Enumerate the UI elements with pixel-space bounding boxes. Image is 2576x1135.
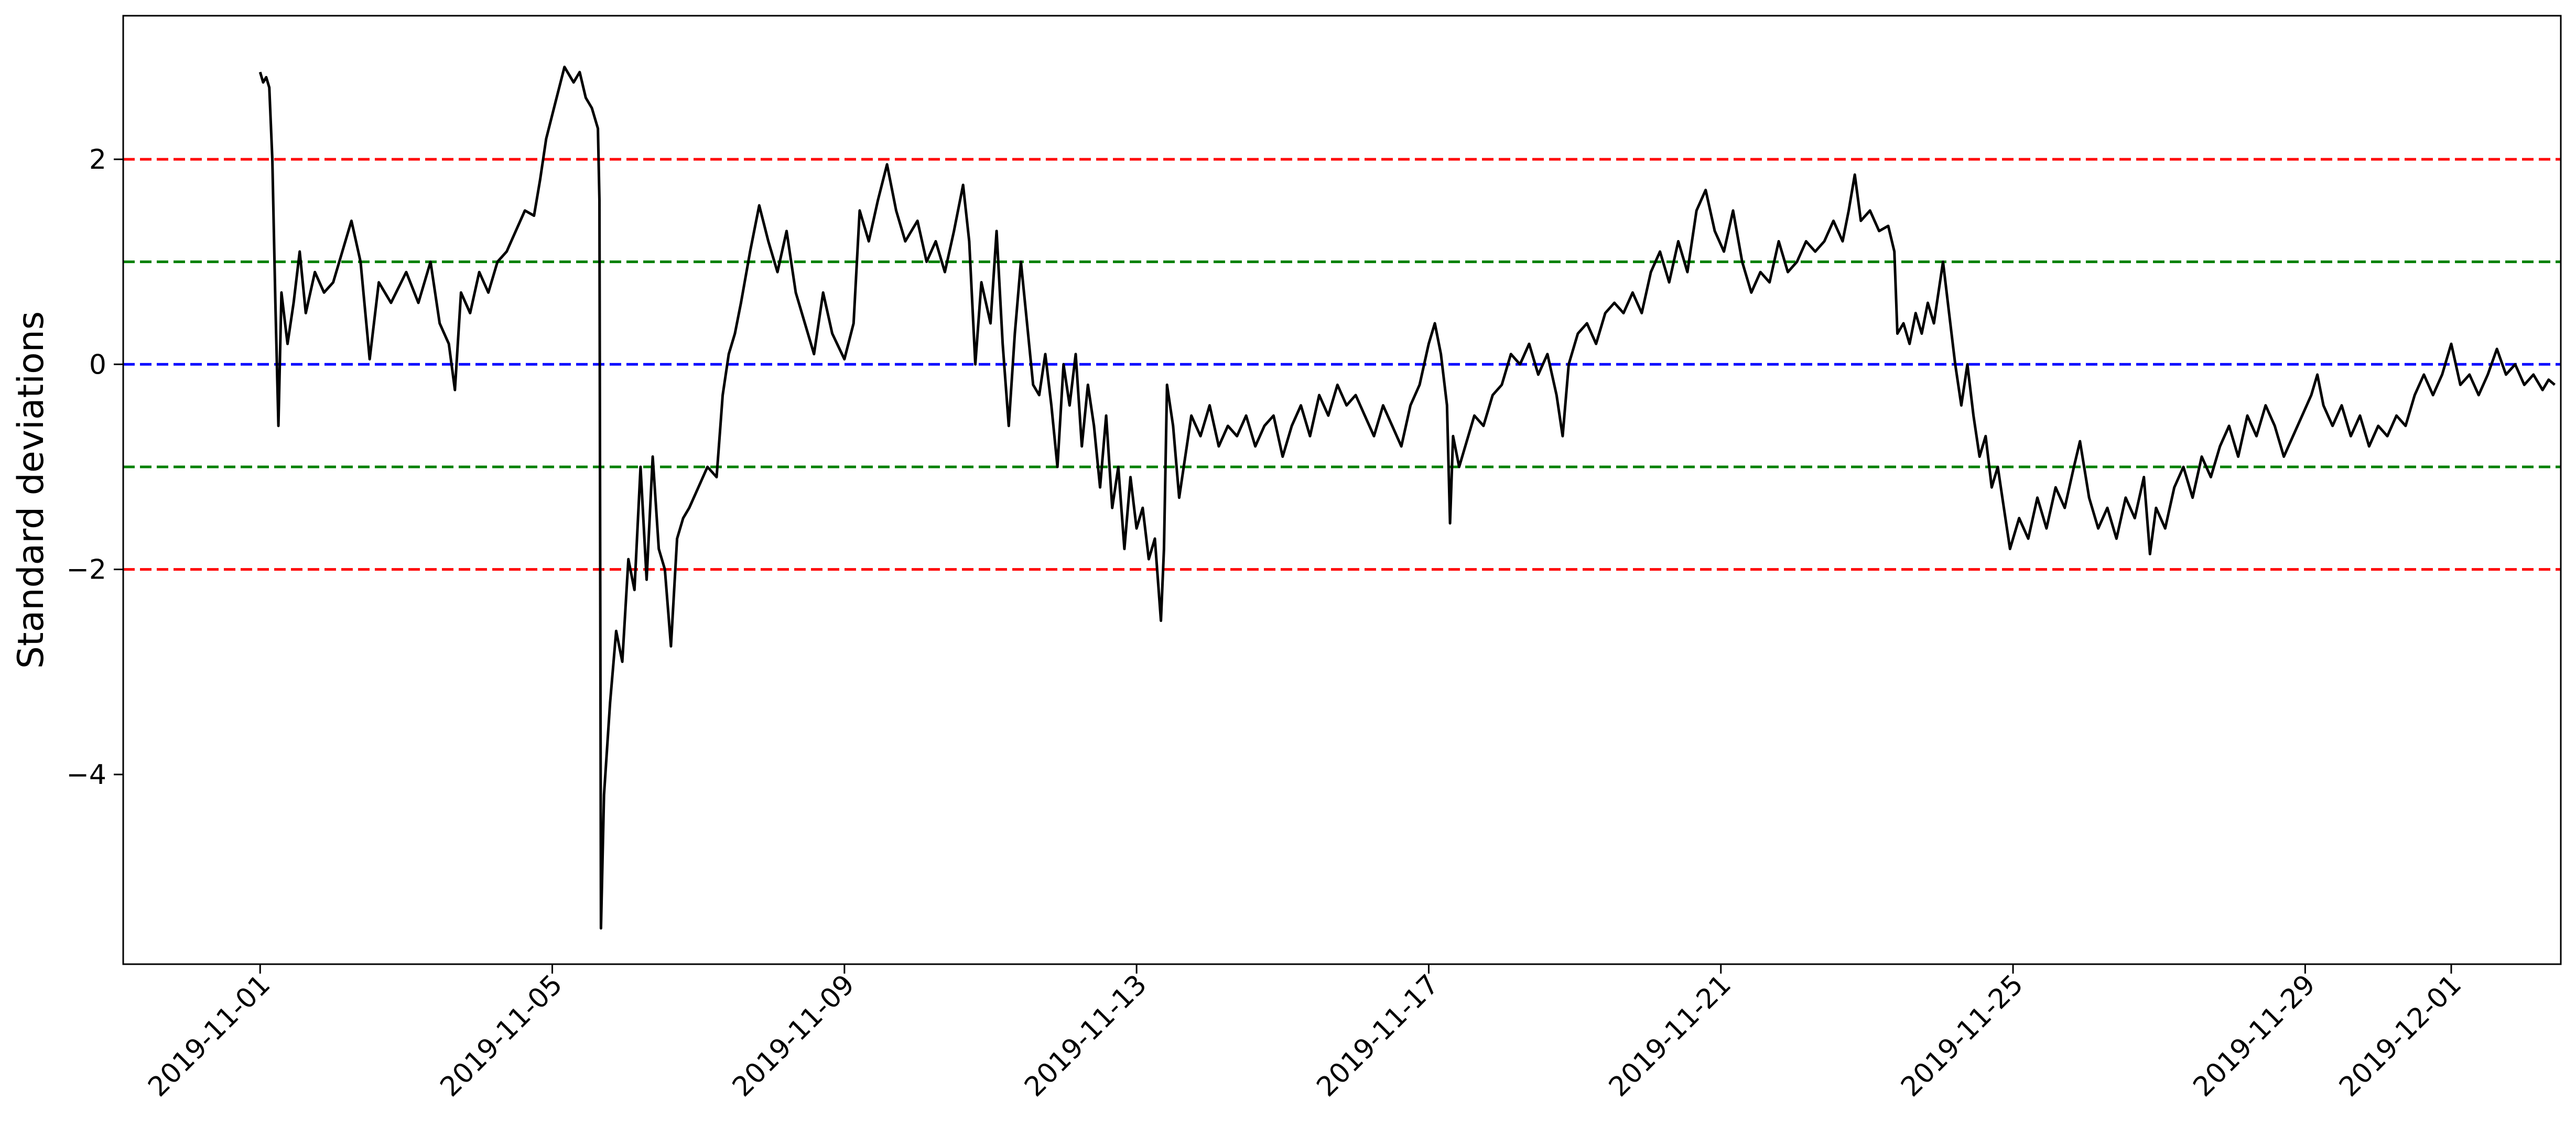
reference-lines xyxy=(123,158,2561,571)
y-axis-label: Standard deviations xyxy=(10,311,52,669)
series-layer xyxy=(258,66,2556,930)
series-line xyxy=(258,66,2556,930)
y-tick-label: −4 xyxy=(66,759,106,791)
y-tick-label: 2 xyxy=(89,144,106,176)
y-tick-label: −2 xyxy=(66,554,106,586)
y-tick-label: 0 xyxy=(89,349,106,380)
plot-frame xyxy=(122,15,2562,965)
y-axis: 2 0 −2 −4 xyxy=(66,144,123,791)
